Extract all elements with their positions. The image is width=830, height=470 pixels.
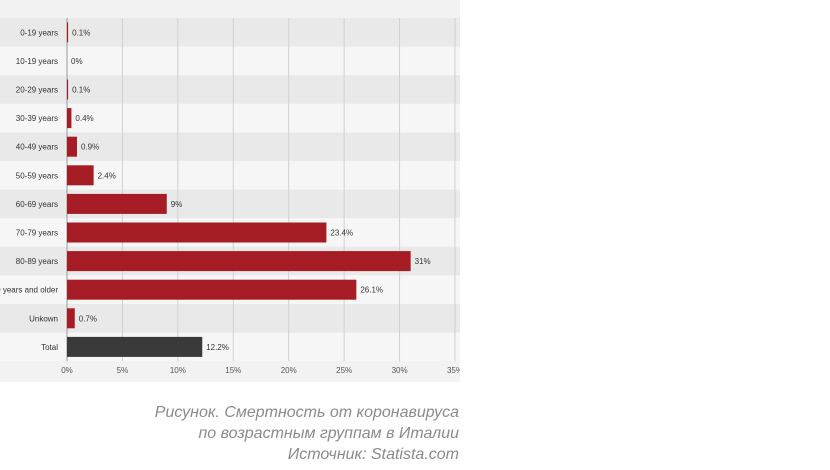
- category-label: 40-49 years: [16, 143, 58, 152]
- caption-line-2: по возрастным группам в Италии: [198, 425, 459, 442]
- value-label: 9%: [171, 200, 183, 209]
- x-tick-label: 15%: [225, 366, 241, 375]
- value-label: 2.4%: [98, 171, 116, 180]
- caption-line-3: Источник: Statista.com: [287, 446, 459, 463]
- value-label: 31%: [415, 257, 431, 266]
- value-label: 0.7%: [79, 314, 97, 323]
- category-label: Total: [41, 343, 58, 352]
- row-band: [0, 18, 460, 47]
- row-band: [0, 75, 460, 104]
- bar: [67, 251, 411, 272]
- value-label: 26.1%: [360, 286, 383, 295]
- category-label: 60-69 years: [16, 200, 58, 209]
- x-tick-label: 5%: [117, 366, 129, 375]
- figure-caption: Рисунок. Смертность от коронавируса по в…: [155, 402, 459, 465]
- x-tick-label: 30%: [392, 366, 408, 375]
- category-label: 90 years and older: [0, 286, 58, 295]
- value-label: 0%: [71, 57, 83, 66]
- bar: [67, 193, 167, 214]
- bar: [67, 279, 357, 300]
- x-tick-label: 35%: [447, 366, 460, 375]
- value-label: 0.4%: [75, 114, 93, 123]
- value-label: 0.1%: [72, 28, 90, 37]
- caption-line-1: Рисунок. Смертность от коронавируса: [154, 404, 459, 421]
- value-label: 23.4%: [330, 229, 353, 238]
- bar: [67, 336, 203, 357]
- row-band: [0, 46, 460, 76]
- bar: [67, 308, 75, 329]
- bar: [67, 22, 69, 43]
- bar: [67, 79, 69, 100]
- value-label: 0.1%: [72, 86, 90, 95]
- x-tick-label: 0%: [61, 366, 73, 375]
- value-label: 12.2%: [206, 343, 229, 352]
- category-label: 70-79 years: [16, 229, 58, 238]
- category-label: 10-19 years: [16, 57, 58, 66]
- row-band: [0, 304, 460, 333]
- bar: [67, 222, 327, 243]
- category-label: 20-29 years: [16, 86, 58, 95]
- category-label: 0-19 years: [20, 28, 58, 37]
- chart-panel: 0-19 years 0.1% 10-19 years 0% 20-29 years 0.…: [0, 0, 460, 382]
- bar: [67, 136, 77, 157]
- row-band: [0, 103, 460, 133]
- bar: [67, 108, 72, 129]
- x-tick-label: 25%: [336, 366, 352, 375]
- category-label: 50-59 years: [16, 171, 58, 180]
- x-tick-label: 20%: [281, 366, 297, 375]
- bar: [67, 165, 94, 186]
- category-label: 30-39 years: [16, 114, 58, 123]
- value-label: 0.9%: [81, 143, 99, 152]
- x-tick-label: 10%: [170, 366, 186, 375]
- category-label: 80-89 years: [16, 257, 58, 266]
- category-label: Unkown: [29, 314, 58, 323]
- bar-chart: 0-19 years 0.1% 10-19 years 0% 20-29 years 0.…: [0, 18, 460, 375]
